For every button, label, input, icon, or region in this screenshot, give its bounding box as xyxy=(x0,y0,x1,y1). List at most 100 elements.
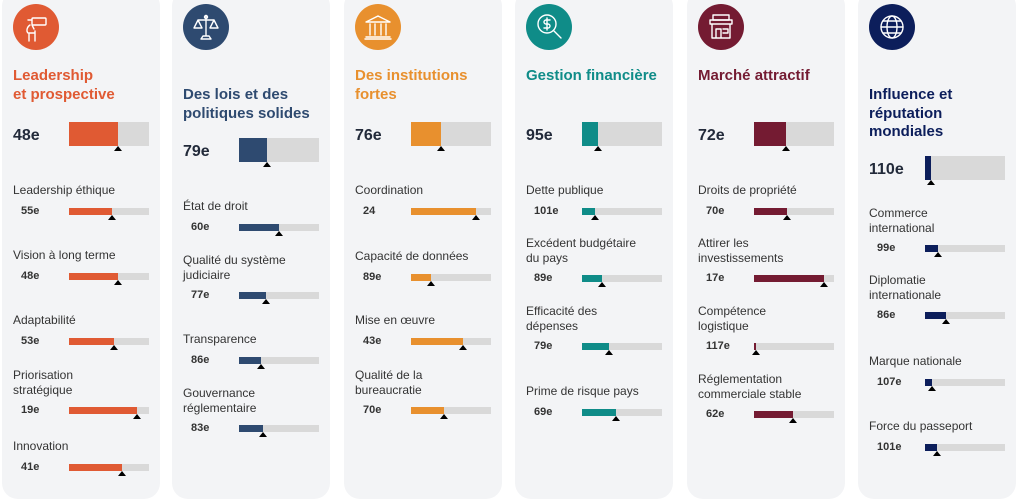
card-lois: Des lois et des politiques solides 79e Éta… xyxy=(172,0,330,499)
indicator-bar xyxy=(925,378,1005,391)
indicator-label-line: Mise en œuvre xyxy=(355,313,436,327)
rank-marker-icon xyxy=(590,214,599,220)
bar-fill xyxy=(582,207,595,215)
indicator-item: Coordination 24 xyxy=(355,183,500,220)
indicator-bar xyxy=(411,407,491,419)
indicator-item: Mise en œuvre 43e xyxy=(355,313,500,350)
indicator-label-line: réglementaire xyxy=(183,400,257,415)
indicator-label-line: Gouvernance xyxy=(183,386,256,400)
rank-marker-icon xyxy=(257,363,266,369)
card-title: Leadership et prospective xyxy=(13,67,158,104)
indicator-label: Priorisation stratégique xyxy=(13,368,158,397)
indicator-label: Marque nationale xyxy=(869,354,1014,369)
indicator-item: Compétence logistique 117e xyxy=(698,304,843,355)
bar-fill xyxy=(582,343,610,350)
indicator-item: Leadership éthique 55e xyxy=(13,183,158,220)
indicator-rank: 70e xyxy=(706,204,725,217)
card-marche: Marché attractif 72e Droits de propriété 7… xyxy=(687,0,845,499)
bar-fill xyxy=(411,337,463,345)
globe-icon xyxy=(869,4,915,50)
rank-marker-icon xyxy=(594,146,602,151)
card-title-line: mondiales xyxy=(869,123,944,140)
indicator-item: Qualité du système judiciaire 77e xyxy=(183,253,328,304)
indicator-bar xyxy=(754,411,834,423)
rank-marker-icon xyxy=(782,214,791,220)
indicator-rank: 79e xyxy=(534,340,553,352)
rank-marker-icon xyxy=(782,146,790,151)
indicator-bar xyxy=(411,273,491,286)
bar-fill xyxy=(582,408,616,416)
indicator-label-line: État de droit xyxy=(183,199,248,213)
overall-rank-bar xyxy=(69,122,149,151)
indicator-label: Efficacité des dépenses xyxy=(526,304,671,333)
indicator-rank: 62e xyxy=(706,408,725,420)
indicator-label-line: Qualité du système xyxy=(183,253,286,267)
indicator-label-line: Prime de risque pays xyxy=(526,384,639,398)
card-title-line: Des institutions xyxy=(355,67,468,84)
indicator-item: Efficacité des dépenses 79e xyxy=(526,304,671,355)
rank-marker-icon xyxy=(439,414,448,419)
indicator-label: Dette publique xyxy=(526,183,671,198)
card-institutions: Des institutions fortes 76e Coordination 24… xyxy=(344,0,502,499)
indicator-label-line: Capacité de données xyxy=(355,249,469,263)
bar-fill xyxy=(582,122,598,146)
institution-building-icon xyxy=(355,4,401,50)
overall-rank-bar xyxy=(925,156,1005,185)
card-title-line: Gestion financière xyxy=(526,67,657,84)
indicator-label: Qualité de la bureaucratie xyxy=(355,368,500,397)
indicator-rank: 41e xyxy=(21,460,40,473)
indicator-bar xyxy=(411,337,491,350)
indicator-item: Marque nationale 107e xyxy=(869,354,1014,391)
indicator-label: Réglementation commerciale stable xyxy=(698,372,843,401)
card-leadership: Leadership et prospective 48e Leadership é… xyxy=(2,0,160,499)
card-title: Influence et réputation mondiales xyxy=(869,86,1014,142)
rank-marker-icon xyxy=(928,385,937,391)
indicator-bar xyxy=(752,343,834,355)
card-title-line: Leadership xyxy=(13,67,94,84)
rank-marker-icon xyxy=(109,344,118,350)
indicator-item: État de droit 60e xyxy=(183,199,328,236)
indicator-rank: 117e xyxy=(706,340,730,352)
indicator-label-line: Dette publique xyxy=(526,183,604,197)
indicator-label-line: stratégique xyxy=(13,382,73,397)
indicator-label-line: Adaptabilité xyxy=(13,313,76,327)
bar-fill xyxy=(239,223,279,231)
indicator-label: État de droit xyxy=(183,199,328,214)
indicator-rank: 89e xyxy=(534,272,553,284)
indicator-label: Qualité du système judiciaire xyxy=(183,253,328,282)
rank-marker-icon xyxy=(611,415,620,421)
indicator-bar xyxy=(239,292,319,304)
bar-fill xyxy=(239,138,267,162)
rank-marker-icon xyxy=(427,280,435,286)
indicator-label-line: Vision à long terme xyxy=(13,248,116,262)
card-title-line: Marché attractif xyxy=(698,67,810,84)
indicator-item: Vision à long terme 48e xyxy=(13,248,158,285)
indicator-rank: 55e xyxy=(21,204,40,217)
indicator-item: Dette publique 101e xyxy=(526,183,671,220)
indicator-rank: 86e xyxy=(191,353,210,366)
overall-rank-bar xyxy=(411,122,491,151)
bar-fill xyxy=(69,337,114,345)
indicator-label-line: international xyxy=(869,220,935,235)
bar-fill xyxy=(754,207,787,215)
indicator-rank: 101e xyxy=(534,204,559,217)
indicator-label: Vision à long terme xyxy=(13,248,158,263)
indicator-bar xyxy=(69,272,149,285)
card-influence: Influence et réputation mondiales 110e Comm… xyxy=(858,0,1016,499)
overall-rank-bar xyxy=(754,122,834,151)
indicator-label-line: Transparence xyxy=(183,332,257,346)
indicator-label-line: commerciale stable xyxy=(698,386,802,401)
indicator-label: Innovation xyxy=(13,439,158,454)
indicator-item: Innovation 41e xyxy=(13,439,158,476)
indicator-label-line: judiciaire xyxy=(183,267,231,282)
indicator-label-line: Force du passeport xyxy=(869,419,973,433)
rank-marker-icon xyxy=(927,180,936,185)
rank-marker-icon xyxy=(789,418,798,423)
rank-marker-icon xyxy=(108,214,117,220)
indicator-bar xyxy=(411,207,491,220)
rank-marker-icon xyxy=(113,279,122,285)
rank-marker-icon xyxy=(262,299,271,304)
bar-fill xyxy=(69,463,122,471)
rank-marker-icon xyxy=(819,282,828,287)
indicator-bar xyxy=(582,343,662,355)
